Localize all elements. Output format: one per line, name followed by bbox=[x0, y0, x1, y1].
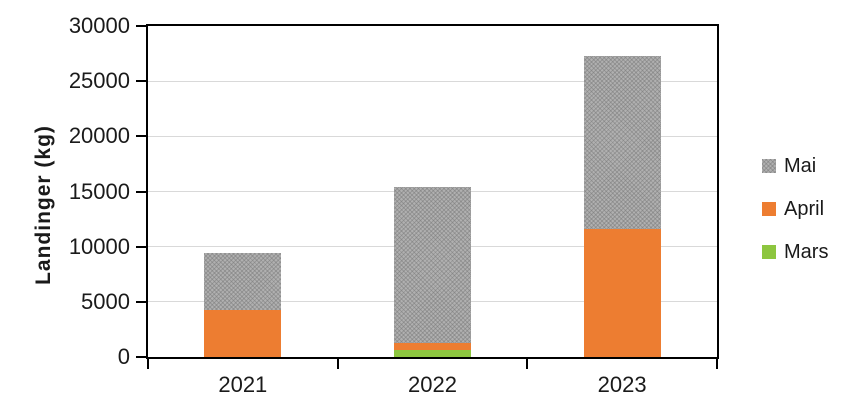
legend-swatch-april bbox=[762, 202, 776, 216]
y-tick-mark bbox=[136, 190, 148, 193]
y-tick-mark bbox=[136, 25, 148, 27]
legend-item-april: April bbox=[762, 197, 824, 221]
legend-swatch-mai bbox=[762, 159, 776, 173]
y-tick-label: 0 bbox=[117, 344, 130, 369]
legend-item-mars: Mars bbox=[762, 240, 828, 264]
gridline bbox=[148, 80, 717, 82]
bar-segment-2022-mai bbox=[394, 186, 471, 344]
bar-segment-2023-mai bbox=[583, 55, 661, 230]
y-tick-label: 15000 bbox=[68, 178, 130, 204]
y-tick-label: 5000 bbox=[81, 288, 130, 314]
y-tick-mark bbox=[136, 245, 148, 248]
bar-segment-2023-april bbox=[583, 229, 661, 357]
plot-area bbox=[146, 24, 719, 359]
y-tick-label: 30000 bbox=[68, 13, 130, 38]
y-tick-label: 25000 bbox=[68, 68, 130, 94]
gridline bbox=[148, 135, 717, 137]
x-tick-mark bbox=[147, 359, 149, 369]
bar-segment-2022-april bbox=[394, 343, 471, 351]
bar-segment-2021-april bbox=[204, 309, 282, 357]
x-tick-mark bbox=[716, 359, 718, 369]
y-tick-mark bbox=[136, 80, 148, 83]
y-tick-mark bbox=[136, 356, 148, 358]
x-category-label: 2022 bbox=[408, 372, 457, 397]
legend-label: Mai bbox=[784, 155, 817, 177]
legend-swatch-mars bbox=[762, 245, 776, 259]
bar-segment-2022-mars bbox=[394, 350, 471, 357]
x-category-label: 2021 bbox=[218, 372, 268, 397]
bar-segment-2021-mai bbox=[204, 252, 282, 310]
x-tick-mark bbox=[336, 359, 339, 369]
y-tick-mark bbox=[136, 300, 148, 303]
x-category-label: 2023 bbox=[597, 372, 647, 397]
legend-label: Mars bbox=[784, 241, 829, 263]
legend-label: April bbox=[784, 198, 825, 220]
y-tick-label: 20000 bbox=[68, 123, 130, 149]
y-tick-mark bbox=[136, 135, 148, 138]
x-tick-mark bbox=[526, 359, 529, 369]
legend-item-mai: Mai bbox=[762, 154, 816, 178]
y-tick-label: 10000 bbox=[68, 233, 130, 259]
